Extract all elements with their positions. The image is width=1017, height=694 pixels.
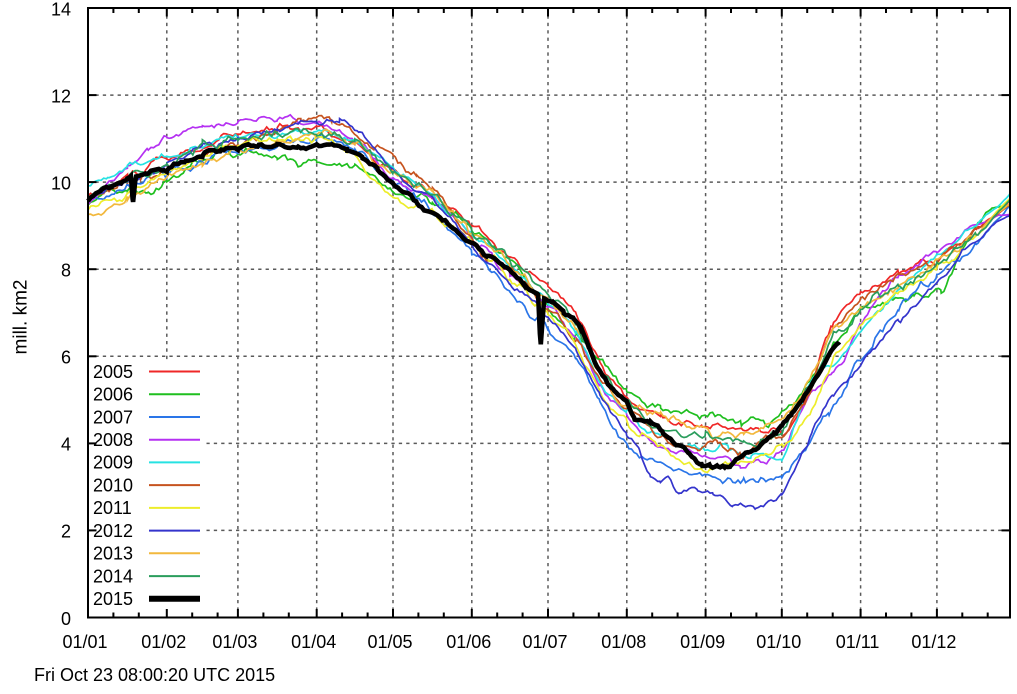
svg-text:01/08: 01/08 [601,632,646,652]
svg-text:01/01: 01/01 [62,632,107,652]
svg-text:01/02: 01/02 [141,632,186,652]
svg-text:2009: 2009 [93,453,133,473]
svg-text:2007: 2007 [93,407,133,427]
svg-text:2015: 2015 [93,589,133,609]
svg-text:01/07: 01/07 [522,632,567,652]
svg-text:Fri Oct 23 08:00:20 UTC 2015: Fri Oct 23 08:00:20 UTC 2015 [34,665,275,685]
svg-text:mill. km2: mill. km2 [11,280,32,355]
svg-text:2010: 2010 [93,475,133,495]
svg-text:2006: 2006 [93,385,133,405]
svg-text:01/05: 01/05 [367,632,412,652]
svg-text:01/10: 01/10 [756,632,801,652]
svg-text:10: 10 [51,173,71,193]
svg-text:01/09: 01/09 [680,632,725,652]
svg-text:2012: 2012 [93,521,133,541]
svg-text:01/12: 01/12 [911,632,956,652]
svg-text:8: 8 [61,261,71,281]
svg-text:2008: 2008 [93,430,133,450]
svg-text:0: 0 [61,609,71,629]
svg-text:01/03: 01/03 [212,632,257,652]
svg-text:2: 2 [61,522,71,542]
svg-text:14: 14 [51,0,71,19]
svg-text:01/11: 01/11 [836,632,880,652]
svg-text:01/04: 01/04 [291,632,336,652]
svg-text:2013: 2013 [93,544,133,564]
svg-text:01/06: 01/06 [446,632,491,652]
svg-text:2005: 2005 [93,362,133,382]
svg-text:6: 6 [61,348,71,368]
svg-text:2014: 2014 [93,566,133,586]
svg-text:12: 12 [51,86,71,106]
svg-text:4: 4 [61,435,71,455]
svg-text:2011: 2011 [93,498,132,518]
